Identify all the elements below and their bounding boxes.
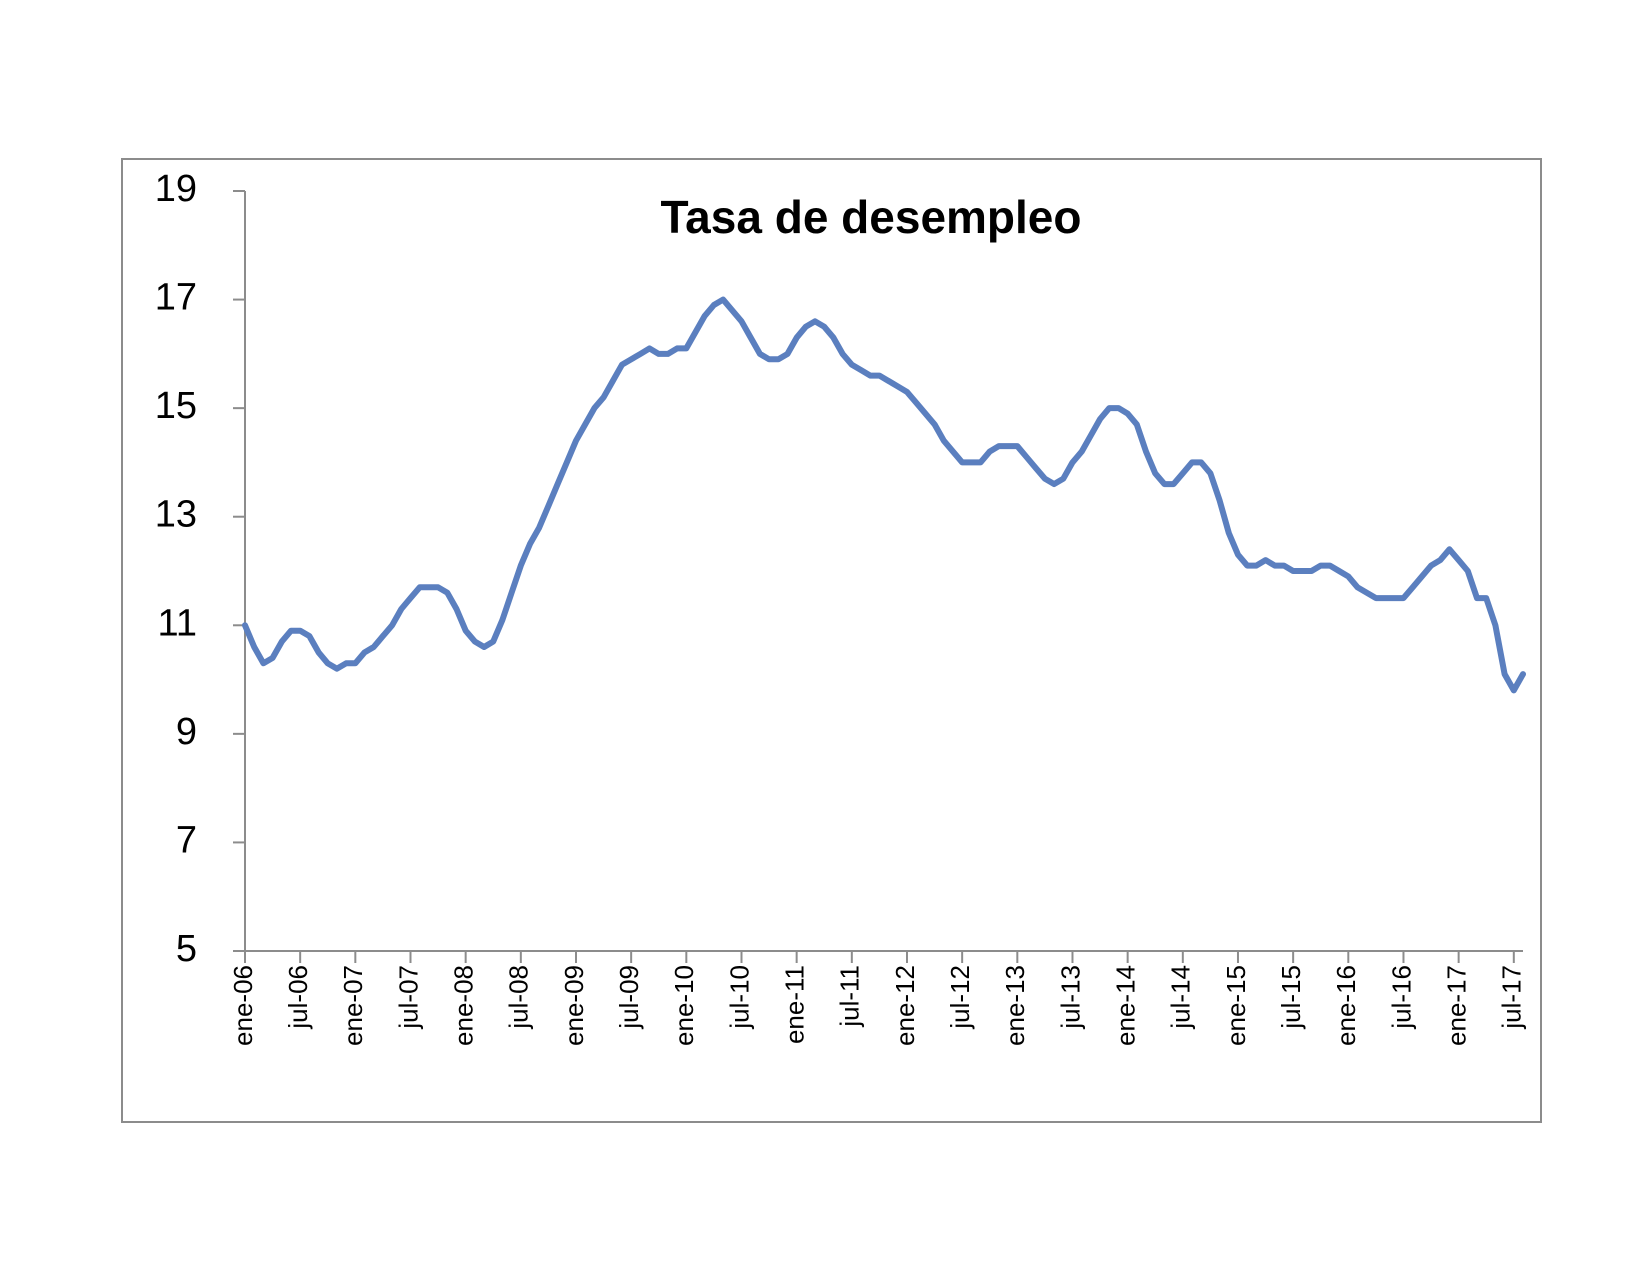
x-tick-label: ene-10	[669, 965, 699, 1046]
x-tick-label: jul-07	[393, 965, 423, 1030]
y-tick-label: 9	[176, 711, 197, 753]
chart-title: Tasa de desempleo	[661, 191, 1082, 243]
x-tick-label: ene-13	[1000, 965, 1030, 1046]
chart-frame	[121, 158, 1542, 1123]
x-tick-label: jul-17	[1497, 965, 1527, 1030]
x-tick-label: ene-07	[338, 965, 368, 1046]
x-tick-label: jul-14	[1166, 965, 1196, 1030]
x-tick-label: jul-11	[835, 965, 865, 1028]
x-tick-label: jul-10	[724, 965, 754, 1030]
data-line	[242, 296, 1526, 694]
x-tick-label: jul-13	[1055, 965, 1085, 1030]
x-tick-label: ene-12	[890, 965, 920, 1046]
y-tick-label: 11	[158, 602, 197, 644]
x-tick-label: ene-11	[780, 965, 810, 1044]
x-tick-label: ene-06	[228, 965, 258, 1046]
x-tick-label: jul-08	[504, 965, 534, 1030]
x-tick-label: ene-15	[1221, 965, 1251, 1046]
x-tick-label: jul-12	[945, 965, 975, 1030]
y-tick-label: 17	[155, 277, 197, 319]
x-tick-label: jul-06	[283, 965, 313, 1030]
x-tick-label: ene-16	[1331, 965, 1361, 1046]
y-tick-label: 15	[155, 385, 197, 427]
y-tick-label: 5	[176, 928, 197, 970]
x-tick-label: ene-14	[1111, 965, 1141, 1046]
x-tick-label: ene-17	[1442, 965, 1472, 1046]
x-tick-label: jul-15	[1276, 965, 1306, 1030]
x-tick-label: ene-09	[559, 965, 589, 1046]
y-tick-label: 13	[155, 494, 197, 536]
y-tick-label: 19	[155, 168, 197, 210]
y-tick-label: 7	[176, 819, 197, 861]
x-tick-label: ene-08	[449, 965, 479, 1046]
x-tick-label: jul-09	[614, 965, 644, 1030]
x-tick-label: jul-16	[1386, 965, 1416, 1030]
